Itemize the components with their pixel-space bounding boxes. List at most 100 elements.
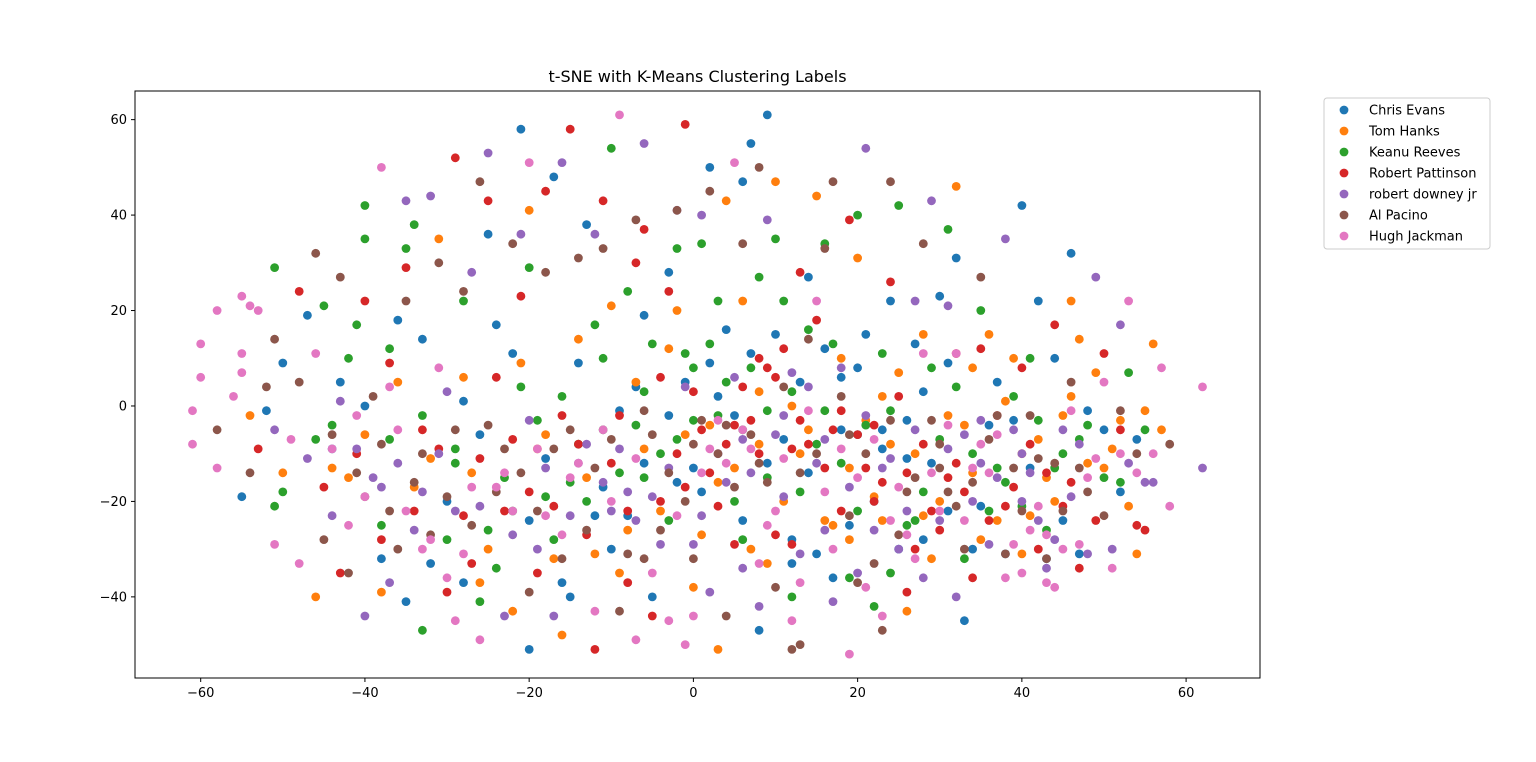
scatter-point <box>1124 296 1133 306</box>
scatter-point <box>1066 296 1076 306</box>
legend-label: Chris Evans <box>1369 104 1445 119</box>
scatter-point <box>927 415 936 425</box>
scatter-point <box>360 430 370 439</box>
scatter-point <box>352 411 362 420</box>
scatter-point <box>951 253 961 263</box>
scatter-point <box>311 248 321 258</box>
scatter-point <box>327 444 337 454</box>
scatter-point <box>1033 544 1043 554</box>
scatter-point <box>918 439 928 449</box>
scatter-point <box>886 516 895 525</box>
scatter-point <box>812 549 821 559</box>
scatter-point <box>927 363 936 373</box>
scatter-point <box>795 578 805 587</box>
scatter-point <box>984 420 994 430</box>
scatter-point <box>960 487 969 497</box>
scatter-point <box>606 301 616 311</box>
scatter-point <box>976 458 986 468</box>
scatter-point <box>434 363 444 373</box>
scatter-point <box>631 215 641 225</box>
scatter-point <box>828 597 838 606</box>
scatter-point <box>1091 272 1101 282</box>
scatter-point <box>294 377 304 387</box>
scatter-point <box>516 124 526 134</box>
scatter-point <box>754 458 764 468</box>
scatter-point <box>557 411 567 420</box>
scatter-point <box>721 477 731 487</box>
scatter-point <box>434 258 444 268</box>
scatter-point <box>467 468 477 478</box>
scatter-point <box>762 363 772 373</box>
scatter-point <box>615 568 624 578</box>
scatter-point <box>762 215 772 225</box>
scatter-point <box>1001 573 1010 583</box>
scatter-point <box>943 420 953 430</box>
scatter-point <box>253 306 263 315</box>
scatter-point <box>721 458 731 468</box>
scatter-point <box>516 229 526 239</box>
scatter-point <box>910 554 920 564</box>
scatter-point <box>1083 549 1092 559</box>
scatter-point <box>286 435 296 444</box>
scatter-point <box>1050 535 1060 544</box>
scatter-point <box>762 520 772 530</box>
scatter-point <box>565 473 575 482</box>
scatter-point <box>845 520 854 530</box>
scatter-point <box>894 368 904 377</box>
scatter-point <box>960 430 969 439</box>
scatter-point <box>483 525 493 535</box>
scatter-point <box>697 511 706 521</box>
series-1 <box>237 110 1142 654</box>
scatter-point <box>984 330 994 339</box>
scatter-point <box>910 516 920 525</box>
scatter-point <box>680 120 690 129</box>
scatter-point <box>1001 477 1010 487</box>
scatter-point <box>960 554 969 564</box>
scatter-point <box>877 349 887 358</box>
scatter-point <box>1083 473 1092 482</box>
scatter-point <box>976 272 986 282</box>
scatter-point <box>754 439 764 449</box>
scatter-point <box>459 578 468 587</box>
scatter-point <box>902 468 912 478</box>
scatter-point <box>1107 444 1117 454</box>
scatter-point <box>680 430 690 439</box>
scatter-point <box>360 611 370 621</box>
scatter-point <box>327 430 337 439</box>
legend-label: Tom Hanks <box>1368 125 1440 140</box>
scatter-point <box>968 573 977 583</box>
scatter-point <box>927 468 936 478</box>
scatter-point <box>459 296 468 306</box>
scatter-point <box>680 349 690 358</box>
scatter-point <box>943 225 953 234</box>
scatter-point <box>582 525 591 535</box>
scatter-point <box>697 425 706 435</box>
scatter-point <box>1116 406 1125 416</box>
scatter-point <box>1017 363 1027 373</box>
scatter-point <box>319 301 329 311</box>
scatter-point <box>672 244 682 253</box>
scatter-point <box>902 530 912 540</box>
scatter-point <box>1066 477 1076 487</box>
scatter-point <box>992 411 1002 420</box>
scatter-point <box>335 396 345 406</box>
scatter-point <box>623 578 633 587</box>
scatter-point <box>1157 363 1166 373</box>
scatter-point <box>377 535 386 544</box>
scatter-point <box>409 525 419 535</box>
scatter-point <box>647 611 657 621</box>
scatter-point <box>886 439 895 449</box>
scatter-point <box>779 454 789 463</box>
scatter-point <box>557 392 567 401</box>
scatter-point <box>615 411 624 420</box>
scatter-point <box>1083 487 1092 497</box>
scatter-point <box>1074 463 1084 473</box>
scatter-point <box>861 420 871 430</box>
scatter-point <box>992 430 1002 439</box>
scatter-point <box>1001 396 1010 406</box>
scatter-point <box>771 234 780 244</box>
scatter-point <box>976 415 986 425</box>
scatter-point <box>886 568 895 578</box>
scatter-point <box>664 411 674 420</box>
scatter-point <box>647 339 657 349</box>
